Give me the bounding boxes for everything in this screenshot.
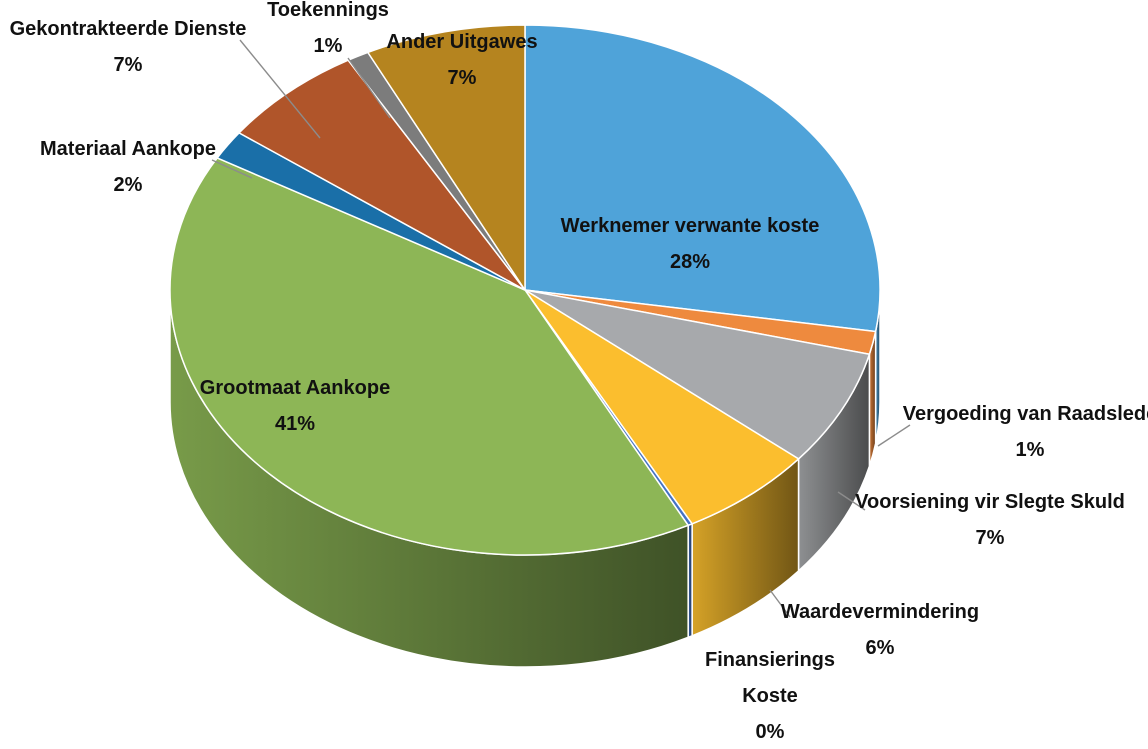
slice-label-finansierings-koste: Koste	[742, 685, 798, 707]
slice-percent-waardevermindering: 6%	[866, 637, 895, 659]
leader-line-materiaal-aankope	[211, 159, 253, 179]
slice-labels: Werknemer verwante koste 28% Vergoeding va…	[10, 0, 1148, 743]
leader-line-toekennings	[347, 57, 391, 119]
slice-ander-uitgawes	[367, 24, 526, 291]
slice-werknemer-verwante-koste	[524, 24, 881, 333]
slice-label-waardevermindering: Waardevermindering	[781, 601, 979, 623]
pie-top-faces	[169, 24, 881, 556]
slice-percent-toekennings: 1%	[314, 35, 343, 57]
slice-percent-voorsiening-vir-slegte-skuld: 7%	[976, 527, 1005, 549]
slice-percent-finansierings-koste: 0%	[756, 721, 785, 743]
slice-waardevermindering	[524, 289, 800, 525]
slice-label-toekennings: Toekennings	[267, 0, 389, 21]
slice-voorsiening-vir-slegte-skuld	[524, 289, 871, 460]
slice-grootmaat-aankope	[169, 157, 689, 556]
slice-gekontrakteerde-dienste	[238, 59, 526, 291]
leader-lines	[211, 39, 911, 618]
slice-percent-materiaal-aankope: 2%	[114, 174, 143, 196]
slice-percent-werknemer-verwante-koste: 28%	[670, 251, 710, 273]
slice-label-ander-uitgawes: Ander Uitgawes	[386, 31, 537, 53]
leader-line-gekontrakteerde-dienste	[239, 39, 321, 139]
slice-label-voorsiening-vir-slegte-skuld: Voorsiening vir Slegte Skuld	[855, 491, 1125, 513]
slice-label-gekontrakteerde-dienste: Gekontrakteerde Dienste	[10, 18, 247, 40]
slice-label-vergoeding-van-raadslede: Vergoeding van Raadslede	[903, 403, 1148, 425]
slice-percent-grootmaat-aankope: 41%	[275, 413, 315, 435]
slice-label-werknemer-verwante-koste: Werknemer verwante koste	[561, 215, 820, 237]
slice-label-finansierings-koste: Finansierings	[705, 649, 835, 671]
slice-percent-ander-uitgawes: 7%	[448, 67, 477, 89]
slice-percent-vergoeding-van-raadslede: 1%	[1016, 439, 1045, 461]
leader-line-voorsiening-vir-slegte-skuld	[837, 491, 866, 511]
slice-label-grootmaat-aankope: Grootmaat Aankope	[200, 377, 390, 399]
slice-percent-gekontrakteerde-dienste: 7%	[114, 54, 143, 76]
slice-label-materiaal-aankope: Materiaal Aankope	[40, 138, 216, 160]
leader-line-waardevermindering	[769, 589, 791, 618]
leader-line-vergoeding-van-raadslede	[877, 424, 911, 447]
